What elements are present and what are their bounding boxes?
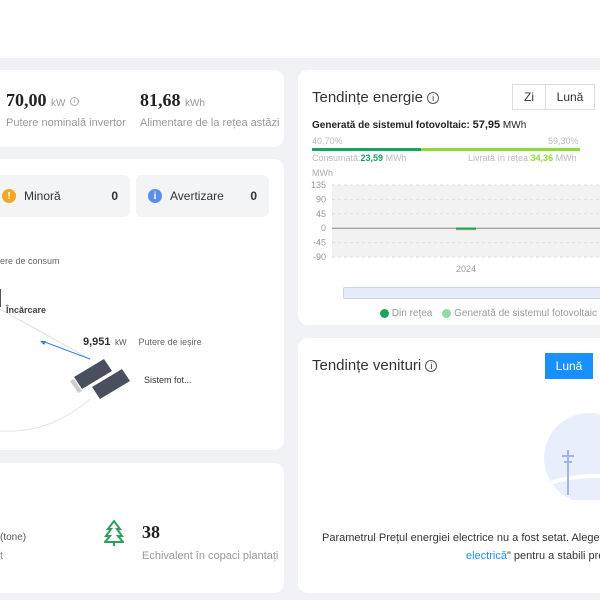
tree-icon (104, 519, 124, 546)
empty-state-illustration (543, 413, 600, 500)
y-tick-label: 0 (321, 223, 326, 233)
electricity-price-link[interactable]: electrică (466, 550, 507, 562)
x-tick-label: 2024 (456, 264, 476, 274)
environment-card: (tone) t 38 Echivalent în copaci plantaț… (0, 463, 284, 593)
tab-day[interactable]: Zi (512, 84, 546, 110)
legend-item[interactable]: Din rețea (380, 308, 432, 319)
legend-label: Generată de sistemul fotovoltaic (454, 308, 597, 319)
top-header (0, 0, 600, 58)
consumed-value: 23,59 (360, 153, 384, 163)
generated-value: 57,95 (472, 119, 501, 131)
energy-trend-card: Tendințe energie i Zi Lună Generată de s… (298, 70, 600, 325)
rated-power-unit: kW (50, 98, 66, 109)
bar (456, 227, 476, 230)
info-icon[interactable]: i (69, 97, 79, 107)
price-not-set-message: Parametrul Prețul energiei electrice nu … (322, 532, 600, 544)
y-tick-label: 45 (316, 209, 326, 219)
alert-label: Avertizare (170, 189, 224, 203)
fed-label: Livrată în rețea: (468, 153, 531, 163)
summary-card: 70,00 kW i Putere nominală invertor 81,6… (0, 70, 284, 147)
flow-card: ! Minoră 0 i Avertizare 0 ere de consum … (0, 159, 284, 450)
solar-panel-icon (70, 359, 130, 399)
info-icon[interactable]: i (427, 92, 440, 105)
legend-item[interactable]: Generată de sistemul fotovoltaic (442, 308, 597, 319)
info-icon: i (148, 189, 162, 203)
alert-warning[interactable]: i Avertizare 0 (136, 175, 269, 217)
consumed-fill (312, 148, 422, 151)
y-tick-label: -90 (313, 252, 326, 262)
fed-percent: 59,30% (548, 136, 579, 146)
message-continued: " pentru a stabili pre (506, 550, 600, 562)
legend-dot (380, 308, 389, 318)
consumption-label: ere de consum (0, 256, 60, 266)
energy-split-bar (312, 148, 580, 151)
plot-background (332, 185, 600, 257)
trees-label: Echivalent în copaci plantați (142, 550, 279, 562)
chart-zoom-slider[interactable] (343, 287, 600, 299)
trees-value: 38 (142, 522, 160, 542)
y-axis-label: MWh (312, 168, 333, 178)
y-tick-label: -45 (313, 238, 326, 248)
alert-label: Minoră (24, 189, 61, 203)
tab-month[interactable]: Lună (545, 353, 593, 379)
alert-count: 0 (250, 189, 257, 203)
output-value: 9,951 (83, 336, 111, 348)
output-unit: kW (114, 338, 127, 347)
co2-label: t (0, 550, 4, 562)
revenue-title: Tendințe venituri (312, 357, 422, 374)
rated-power-value: 70,00 (6, 90, 47, 110)
battery-icon (0, 289, 1, 307)
output-label: Putere de ieșire (138, 337, 202, 347)
y-tick-label: 90 (316, 194, 326, 204)
legend-dot (442, 308, 452, 318)
pv-label[interactable]: Sistem fot... (144, 375, 192, 385)
tab-month[interactable]: Lună (545, 84, 595, 110)
fed-unit: MWh (555, 153, 577, 163)
grid-today-value: 81,68 (140, 90, 181, 110)
alert-count: 0 (111, 189, 118, 203)
revenue-trend-card: Tendințe venituri i Lună Parametrul Preț… (298, 338, 600, 593)
co2-unit: (tone) (0, 532, 27, 543)
warning-icon: ! (2, 189, 16, 203)
rated-power-label: Putere nominală invertor (6, 117, 126, 129)
generated-label: Generată de sistemul fotovoltaic: (312, 120, 470, 131)
charging-label: Încărcare (6, 305, 47, 315)
energy-title: Tendințe energie (312, 89, 423, 106)
consumed-percent: 40,70% (312, 136, 343, 146)
generated-unit: MWh (502, 120, 527, 131)
flow-lines (0, 289, 130, 432)
grid-today-unit: kWh (184, 98, 205, 109)
consumed-label: Consumată: (312, 153, 361, 163)
legend-label: Din rețea (391, 308, 433, 319)
energy-chart: 135 90 45 0 -45 -90 2024 (311, 180, 600, 274)
grid-today-label: Alimentare de la rețea astăzi (140, 117, 280, 129)
y-tick-label: 135 (311, 180, 326, 190)
consumed-unit: MWh (385, 153, 407, 163)
fed-value: 34,36 (530, 153, 554, 163)
info-icon[interactable]: i (425, 360, 438, 373)
alert-minor[interactable]: ! Minoră 0 (0, 175, 130, 217)
